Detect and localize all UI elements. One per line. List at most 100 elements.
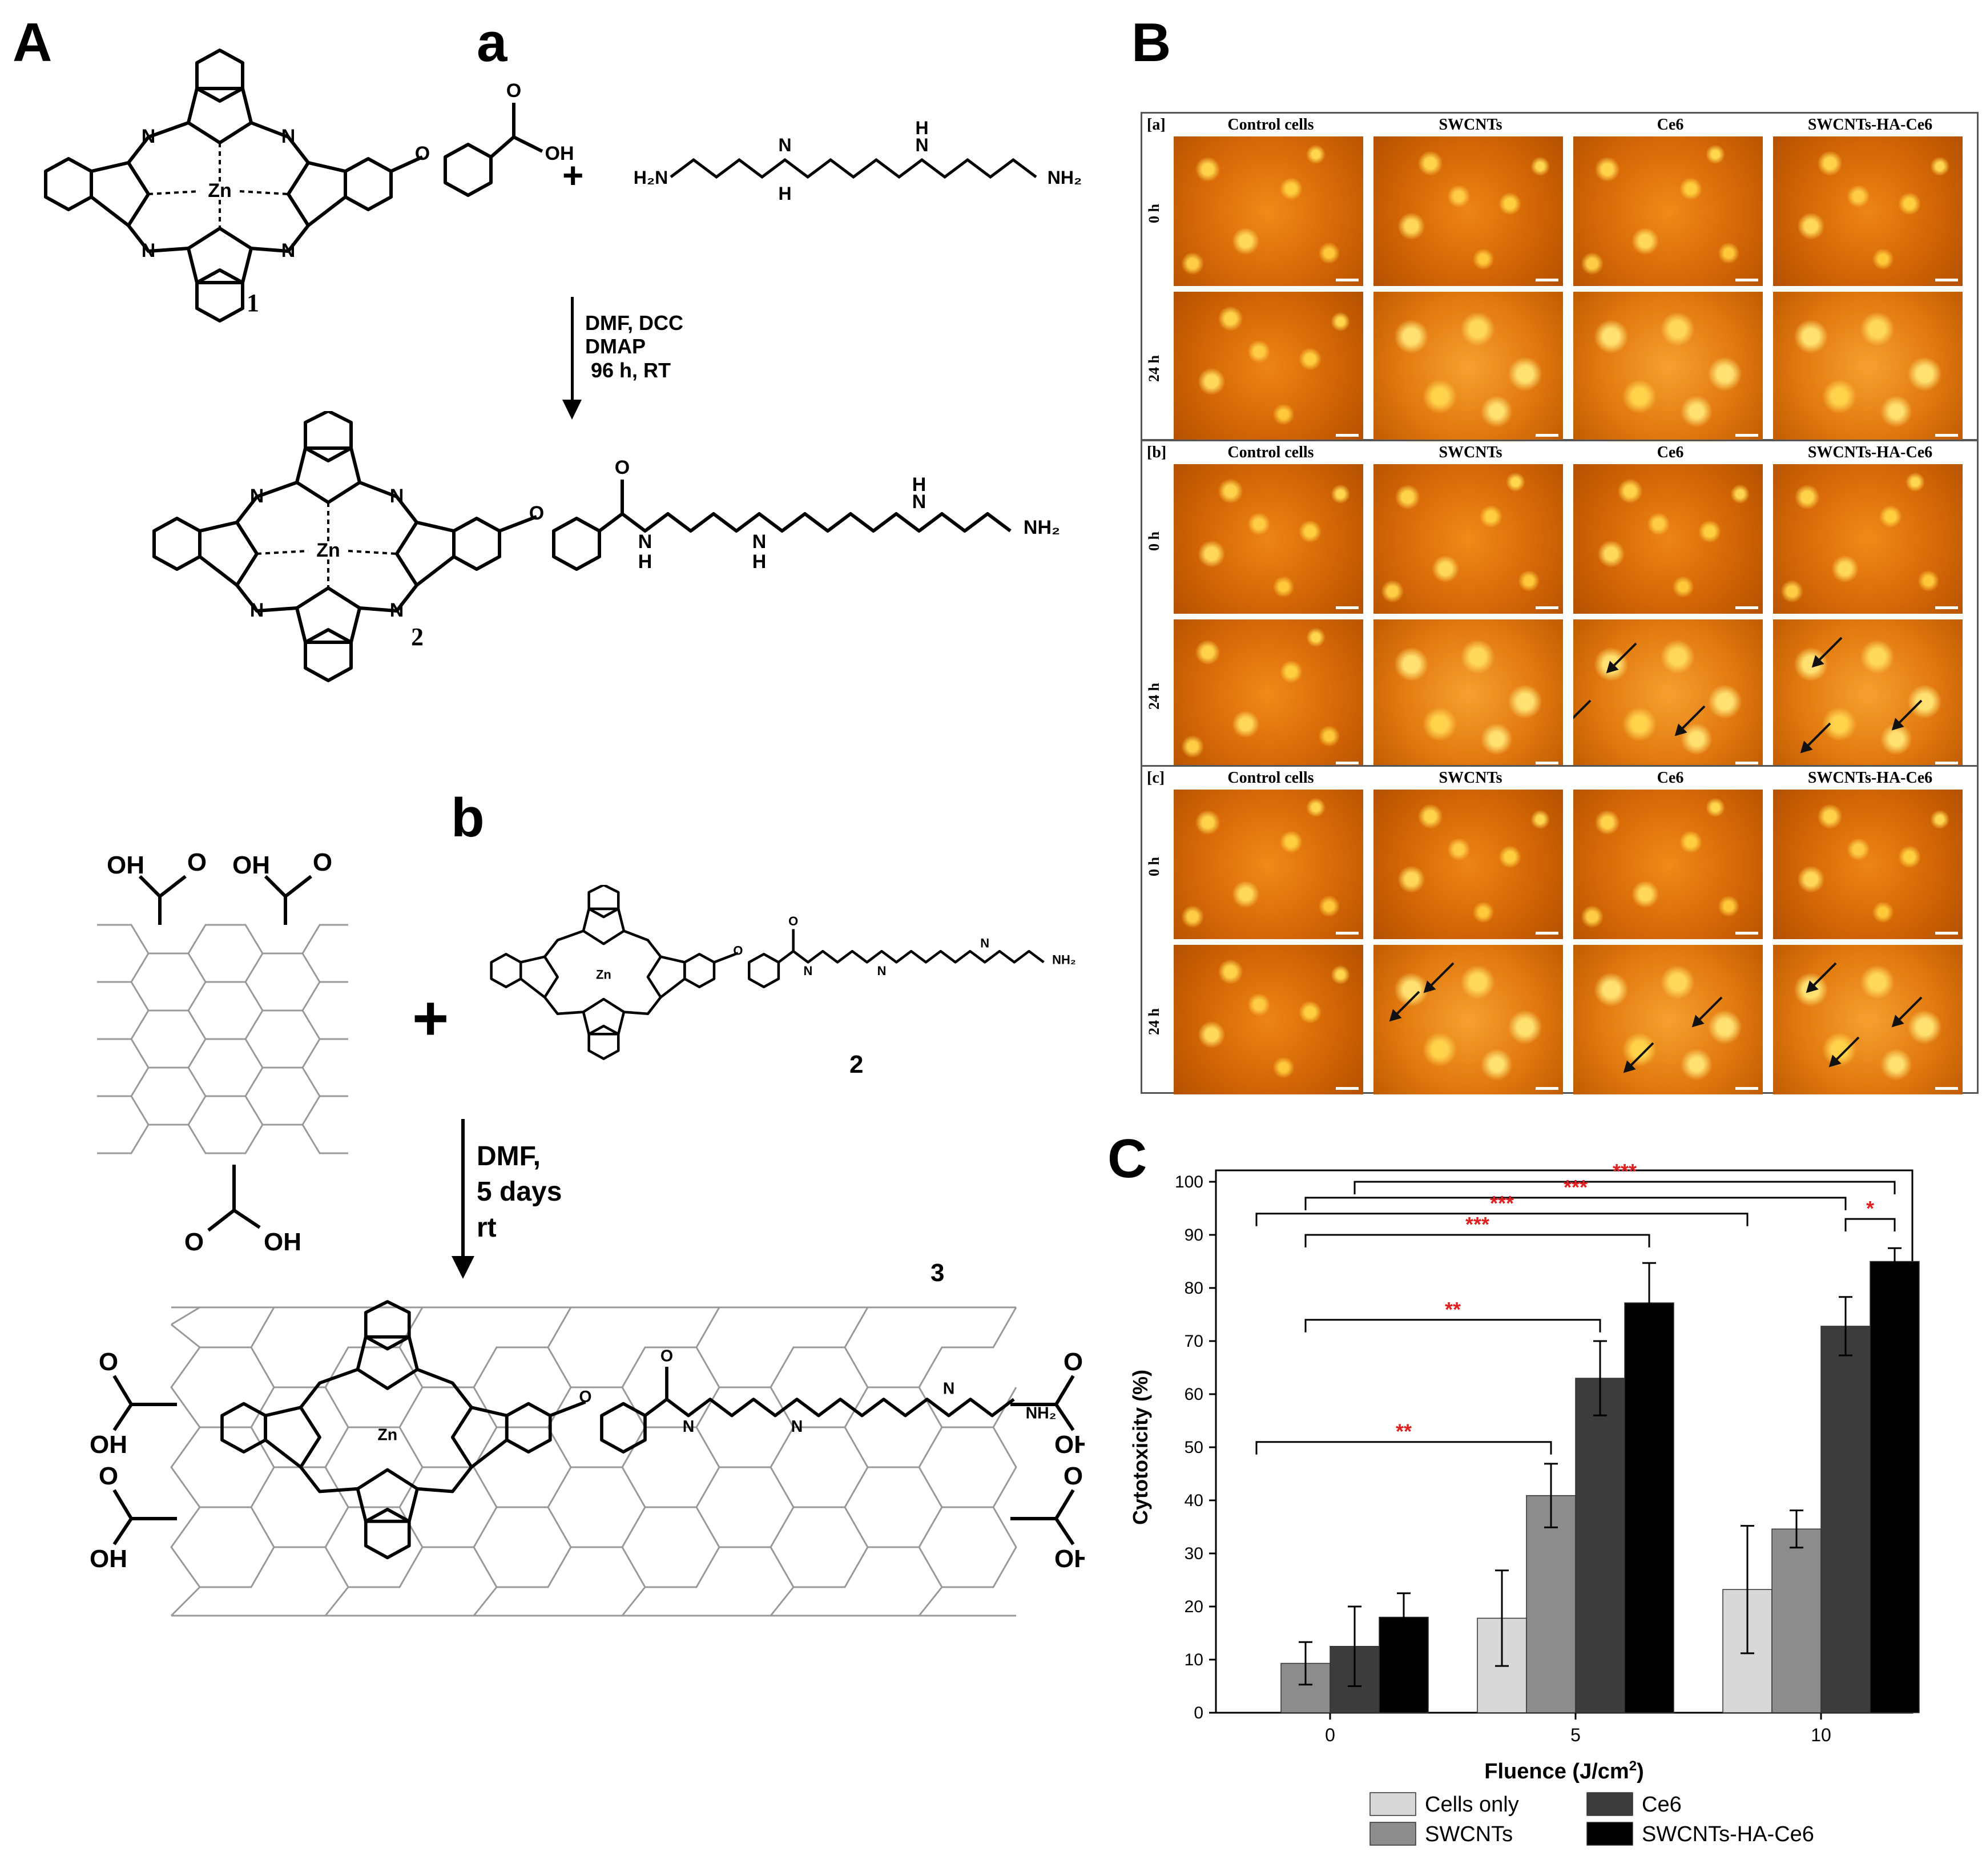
column-header: Ce6 <box>1657 769 1684 787</box>
cnt-oh-1: OH <box>107 851 144 879</box>
x-tick-label: 10 <box>1811 1725 1831 1745</box>
column-header: SWCNTs-HA-Ce6 <box>1807 444 1933 461</box>
y-tick-label: 10 <box>1185 1650 1203 1669</box>
scale-bar <box>1536 434 1558 437</box>
bar-swcnts-ha-ce6 <box>1624 1302 1674 1713</box>
microscopy-group: [b] Control cells SWCNTs Ce6 SWCNTs-HA-Ce6 0 … <box>1141 440 1979 769</box>
arrow-marker <box>1693 996 1723 1026</box>
scale-bar <box>1935 279 1958 281</box>
arrow-marker <box>1624 1042 1654 1072</box>
svg-text:N: N <box>390 599 404 621</box>
svg-text:O: O <box>313 848 332 876</box>
row-label: 0 h <box>1146 857 1162 876</box>
group-tag: [a] <box>1147 116 1166 134</box>
svg-text:O: O <box>99 1462 118 1490</box>
significance-stars: *** <box>1465 1213 1489 1236</box>
y-tick-label: 30 <box>1185 1544 1203 1563</box>
micrograph <box>1373 136 1563 286</box>
cnt-oh-2: OH <box>232 851 270 879</box>
micrograph <box>1373 464 1563 614</box>
spermine-structure: H₂N NH NH NH₂ <box>634 118 1082 204</box>
significance-bracket <box>1304 1234 1650 1247</box>
scale-bar <box>1735 434 1758 437</box>
reaction-arrowhead-b <box>452 1256 474 1279</box>
svg-text:NH₂: NH₂ <box>1048 167 1082 188</box>
svg-text:O: O <box>506 80 521 102</box>
group-tag: [b] <box>1147 444 1167 461</box>
column-header: SWCNTs-HA-Ce6 <box>1807 769 1933 787</box>
micrograph <box>1573 292 1763 441</box>
micrograph <box>1373 945 1563 1094</box>
bar-swcnts-ha-ce6 <box>1870 1261 1920 1713</box>
bar-ce6 <box>1820 1326 1871 1713</box>
y-tick-label: 20 <box>1185 1597 1203 1616</box>
svg-text:N: N <box>142 126 156 147</box>
bar-swcnts <box>1771 1528 1822 1713</box>
y-tick-label: 80 <box>1185 1279 1203 1298</box>
bar-ce6 <box>1575 1378 1625 1713</box>
svg-text:N: N <box>804 964 813 978</box>
svg-text:OH: OH <box>90 1431 127 1459</box>
svg-text:O: O <box>733 944 743 958</box>
arrow-marker <box>1830 1036 1860 1066</box>
arrow-marker <box>1573 699 1592 730</box>
micrograph <box>1373 619 1563 769</box>
reaction-arrowhead-a <box>562 400 582 420</box>
arrow-marker <box>1390 991 1420 1021</box>
x-axis-label: Fluence (J/cm2) <box>1484 1758 1643 1784</box>
svg-text:O: O <box>788 914 798 928</box>
arrow-marker <box>1812 637 1843 667</box>
svg-text:N: N <box>915 135 928 155</box>
row-label: 0 h <box>1146 532 1162 551</box>
svg-text:N: N <box>791 1418 803 1436</box>
arrow-marker <box>1892 996 1923 1026</box>
svg-text:O: O <box>184 1228 204 1256</box>
svg-text:N: N <box>877 964 887 978</box>
reaction-arrow-a <box>571 297 574 405</box>
svg-text:NH₂: NH₂ <box>1026 1404 1057 1422</box>
significance-bracket <box>1255 1213 1749 1226</box>
scale-bar <box>1536 1087 1558 1090</box>
svg-text:N: N <box>250 599 264 621</box>
legend-label: Ce6 <box>1642 1793 1682 1817</box>
micrograph <box>1773 464 1963 614</box>
svg-text:O: O <box>660 1347 673 1366</box>
row-label: 24 h <box>1146 355 1162 383</box>
significance-stars: *** <box>1613 1160 1637 1183</box>
svg-text:Zn: Zn <box>596 968 611 982</box>
row-label: 24 h <box>1146 683 1162 710</box>
y-tick-label: 0 <box>1194 1704 1203 1722</box>
scale-bar <box>1336 434 1359 437</box>
svg-text:NH₂: NH₂ <box>1052 953 1075 967</box>
significance-bracket <box>1304 1197 1847 1210</box>
svg-text:NH₂: NH₂ <box>1024 517 1060 538</box>
y-tick-label: 60 <box>1185 1385 1203 1404</box>
legend-label: Cells only <box>1425 1793 1519 1817</box>
y-tick-label: 40 <box>1185 1491 1203 1510</box>
y-tick-label: 70 <box>1185 1332 1203 1351</box>
svg-text:N: N <box>638 531 652 553</box>
svg-text:N: N <box>752 531 767 553</box>
column-header: Control cells <box>1227 444 1314 461</box>
micrograph <box>1373 790 1563 939</box>
svg-text:O: O <box>579 1388 591 1406</box>
compound-1-label: 1 <box>247 289 259 317</box>
scale-bar <box>1735 279 1758 281</box>
scale-bar <box>1536 606 1558 609</box>
panel-label-a: a <box>477 12 507 73</box>
micrograph <box>1773 619 1963 769</box>
significance-bracket <box>1304 1319 1601 1332</box>
column-header: Control cells <box>1227 769 1314 787</box>
micrograph <box>1174 619 1363 769</box>
arrow-marker <box>1807 962 1837 992</box>
legend-swatch <box>1369 1792 1416 1816</box>
svg-text:Zn: Zn <box>316 540 340 561</box>
significance-bracket <box>1844 1218 1896 1232</box>
significance-bracket <box>1255 1441 1552 1455</box>
reaction-arrow-b <box>461 1119 465 1262</box>
micrograph <box>1174 464 1363 614</box>
column-header: SWCNTs <box>1439 444 1502 461</box>
micrograph <box>1573 619 1763 769</box>
